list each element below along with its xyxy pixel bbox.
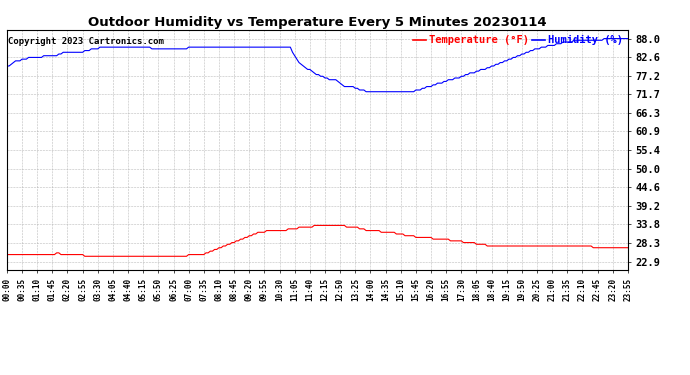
Title: Outdoor Humidity vs Temperature Every 5 Minutes 20230114: Outdoor Humidity vs Temperature Every 5 …	[88, 16, 546, 29]
Text: Copyright 2023 Cartronics.com: Copyright 2023 Cartronics.com	[8, 37, 164, 46]
Legend: Temperature (°F), Humidity (%): Temperature (°F), Humidity (%)	[413, 35, 622, 45]
